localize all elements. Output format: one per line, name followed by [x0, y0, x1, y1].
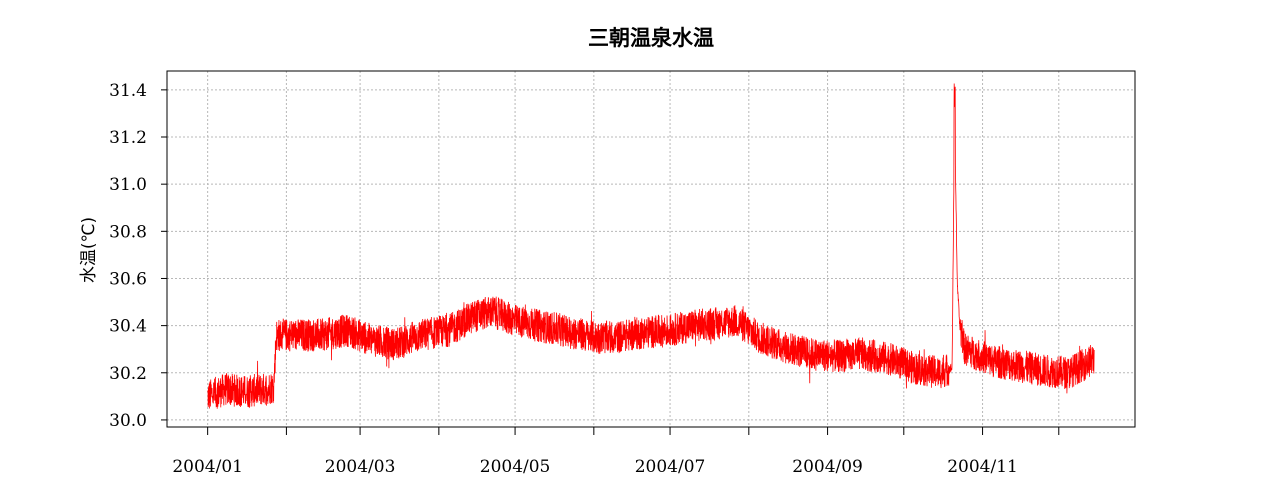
x-axis: 2004/01 2004/03 2004/05 2004/07 2004/09 2004/… — [172, 427, 1060, 477]
x-tick-label: 2004/03 — [325, 457, 396, 477]
y-tick-label: 30.8 — [109, 222, 147, 242]
plot-frame — [166, 70, 1136, 428]
y-tick-label: 30.2 — [109, 364, 147, 384]
series-group — [207, 83, 1095, 409]
y-tick-label: 31.4 — [109, 81, 147, 101]
y-axis-label: 水温(℃) — [79, 217, 99, 283]
x-tick-label: 2004/11 — [947, 457, 1018, 477]
y-tick-label: 30.6 — [109, 269, 147, 289]
chart-title: 三朝温泉水温 — [588, 26, 714, 50]
y-tick-label: 31.2 — [109, 128, 147, 148]
series-line — [207, 83, 1095, 409]
x-tick-label: 2004/01 — [172, 457, 243, 477]
y-tick-label: 30.4 — [109, 317, 147, 337]
y-axis: 30.0 30.2 30.4 30.6 30.8 31.0 31.2 31.4 — [109, 81, 167, 431]
y-tick-label: 30.0 — [109, 411, 147, 431]
y-tick-label: 31.0 — [109, 175, 147, 195]
x-tick-label: 2004/09 — [792, 457, 863, 477]
x-tick-label: 2004/07 — [635, 457, 706, 477]
x-tick-label: 2004/05 — [480, 457, 551, 477]
